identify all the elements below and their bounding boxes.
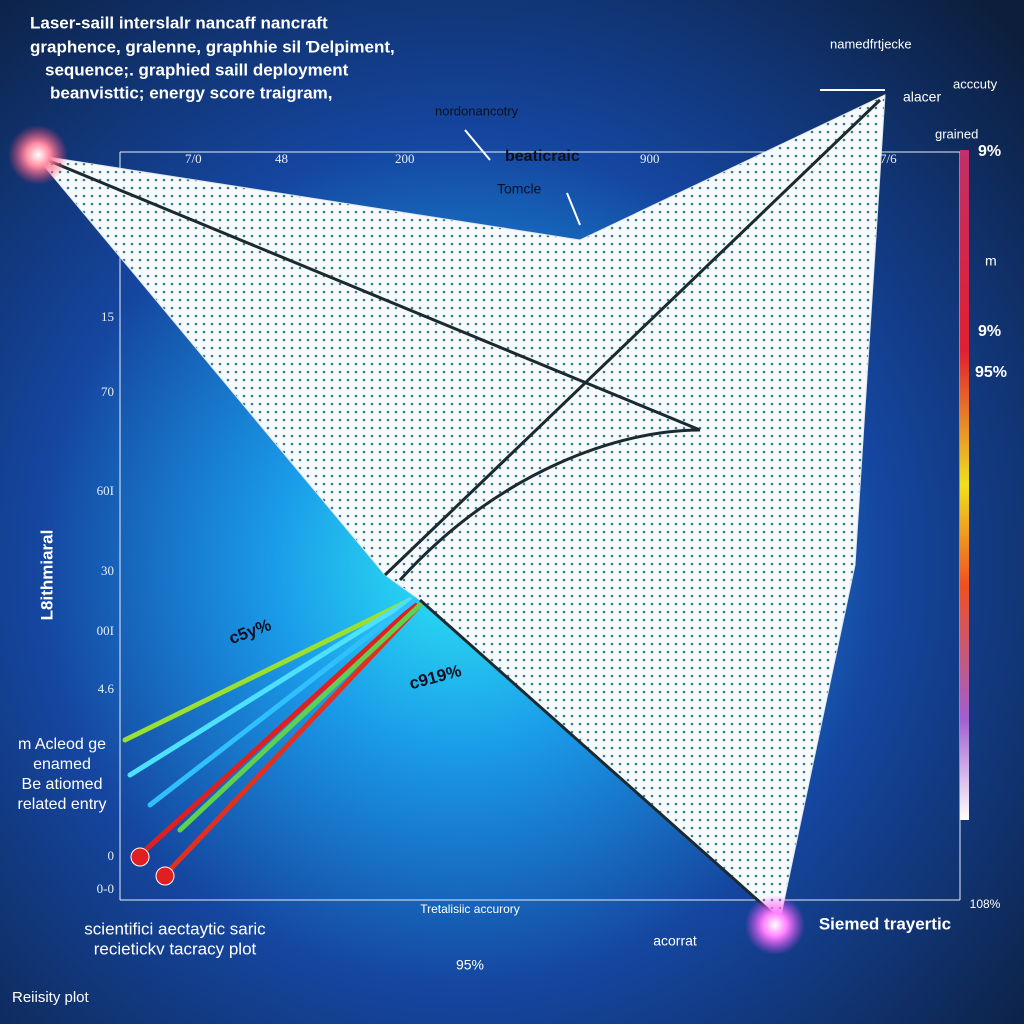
tick-label: 48 (275, 151, 288, 166)
annotation: Tomcle (497, 181, 542, 197)
annotation: 95% (975, 364, 1007, 381)
annotation: acccuty (953, 76, 998, 91)
title-line: graphence, gralenne, graphhie sil Ɗelpim… (30, 37, 395, 56)
beam-source (155, 866, 175, 886)
tick-label: 15 (101, 309, 114, 324)
sail (33, 94, 886, 921)
title-line: beanvisttic; energy score traigram, (50, 83, 333, 102)
note: m Acleod ge (18, 736, 106, 753)
laser-beams (122, 597, 423, 878)
annotation: nordonancotry (435, 103, 519, 118)
y-axis-title: L8ithmiaral (37, 530, 56, 621)
beam-source (130, 847, 150, 867)
pointer-arrows (464, 89, 885, 226)
colorbar (960, 150, 969, 820)
annotation: beaticraic (505, 148, 580, 165)
annotation: acorrat (653, 933, 697, 949)
annotation: Siemed trayertic (819, 914, 951, 933)
tick-label: 7/6 (880, 151, 897, 166)
title-line: Laser-saill interslalr nancaff nancraft (30, 13, 328, 32)
footer: Reiisity plot (12, 989, 90, 1006)
annotation: 95% (456, 957, 484, 973)
tick-label: 60I (97, 483, 114, 498)
annotation: 9% (978, 323, 1001, 340)
top-axis: 7/0 48 200 900 7/6 (185, 151, 897, 166)
tick-label: 200 (395, 151, 415, 166)
x-axis-title: Tretalisiic accurory (420, 902, 520, 916)
glow (745, 895, 805, 955)
annotation: alacer (903, 89, 941, 105)
note: related entry (18, 796, 107, 813)
annotation: m (985, 253, 997, 269)
tick-label: 00I (97, 623, 114, 638)
tick-label: 4.6 (98, 681, 115, 696)
left-axis: 15 70 60I 30 00I 4.6 0 0-0 (97, 309, 115, 896)
annotation: grained (935, 126, 978, 141)
caption: scientifici aectaytic saric (84, 919, 266, 938)
tick-label: 7/0 (185, 151, 202, 166)
left-notes: m Acleod ge enamed Be atiomed related en… (18, 736, 107, 813)
sail-spars (34, 98, 882, 922)
tick-label: 70 (101, 384, 114, 399)
caption: recietickv tacracy plot (94, 939, 257, 958)
annotation: namedfrtjecke (830, 36, 912, 51)
title-line: sequence;. graphied saill deployment (45, 60, 349, 79)
title: Laser-saill interslalr nancaff nancraft … (30, 13, 395, 102)
tick-label: 0 (108, 848, 115, 863)
tick-label: 108% (970, 897, 1001, 911)
tick-label: 30 (101, 563, 114, 578)
tick-label: 0-0 (97, 881, 114, 896)
glow (8, 125, 68, 185)
annotation: 9% (978, 143, 1001, 160)
note: Be atiomed (22, 776, 103, 793)
note: enamed (33, 756, 91, 773)
tick-label: 900 (640, 151, 660, 166)
